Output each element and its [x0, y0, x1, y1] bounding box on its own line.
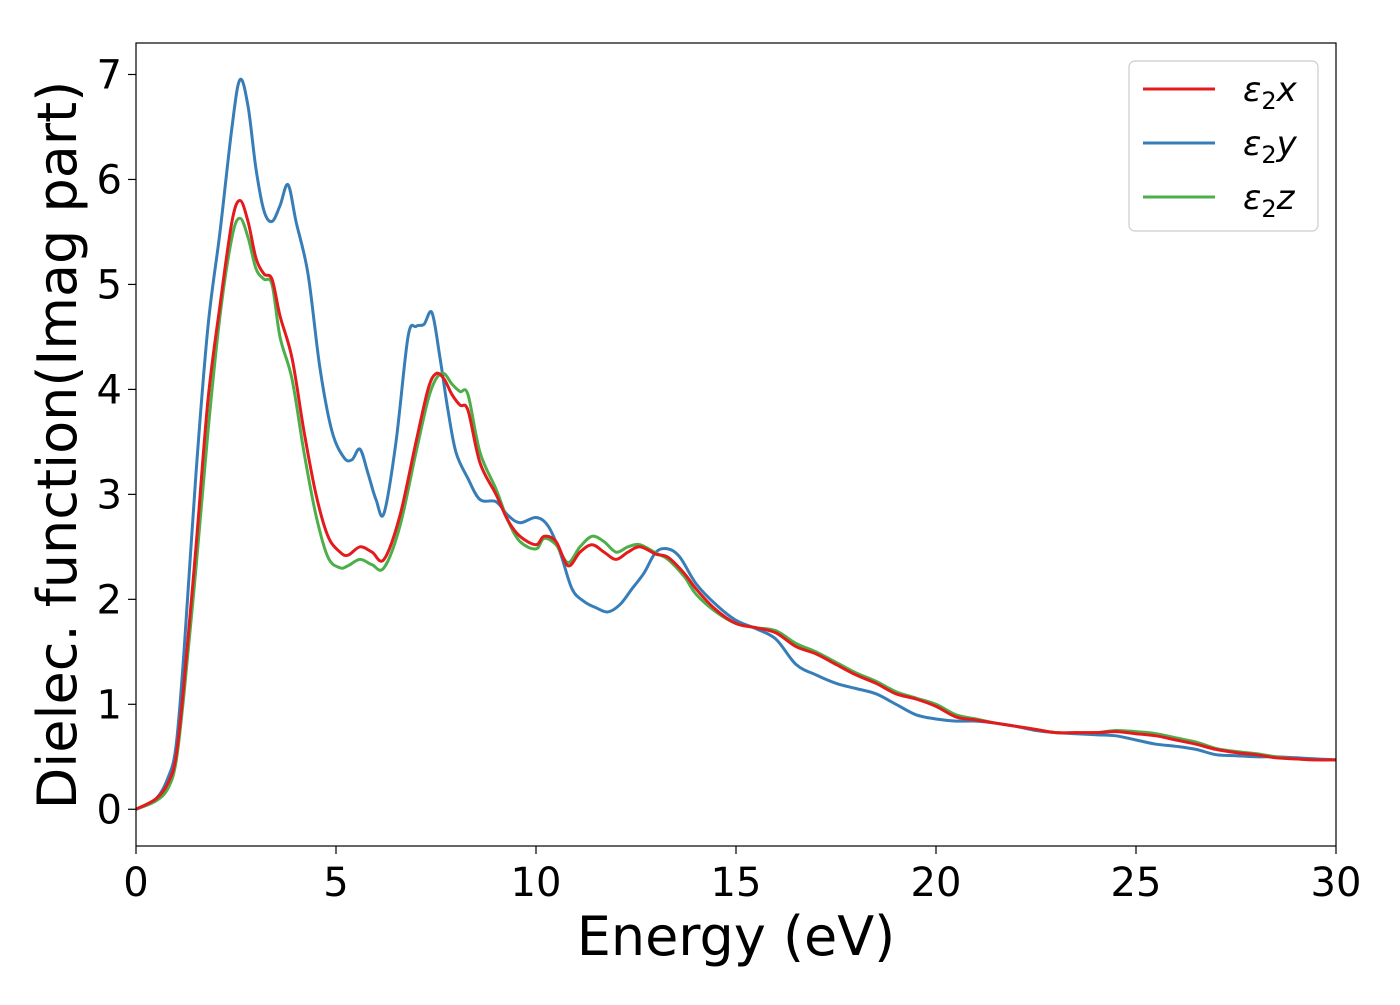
legend-box: [1128, 60, 1319, 232]
y-tick-label: 0: [97, 787, 122, 833]
y-axis-title: Dielec. function(Imag part): [26, 81, 89, 810]
x-tick-label: 0: [123, 860, 148, 906]
x-tick-label: 25: [1111, 860, 1162, 906]
y-tick-label: 7: [97, 52, 122, 98]
legend-label: ε2y: [1243, 124, 1298, 169]
y-tick-label: 5: [97, 262, 122, 308]
x-axis-title: Energy (eV): [577, 905, 896, 968]
y-tick-label: 4: [97, 367, 122, 413]
legend-label: ε2z: [1243, 178, 1296, 223]
series-layer: [136, 77, 1336, 811]
legend-label-subscript: 2: [1261, 87, 1276, 115]
legend-label-tail: y: [1276, 124, 1298, 164]
series-line-0: [136, 199, 1336, 811]
legend-label-tail: x: [1276, 70, 1298, 110]
x-tick-label: 15: [711, 860, 762, 906]
y-tick-label: 2: [97, 577, 122, 623]
y-tick-label: 1: [97, 682, 122, 728]
legend-label-base: ε: [1243, 178, 1261, 218]
x-tick-label: 10: [511, 860, 562, 906]
y-tick-label: 6: [97, 157, 122, 203]
legend-label-tail: z: [1276, 178, 1296, 218]
legend-label-base: ε: [1243, 124, 1261, 164]
ticks: 0 5 10 15 20 25 30 0 1 2 3 4 5 6 7: [97, 52, 1362, 906]
series-line-2: [136, 216, 1336, 811]
legend-label-subscript: 2: [1261, 195, 1276, 223]
x-tick-label: 5: [323, 860, 348, 906]
y-tick-label: 3: [97, 472, 122, 518]
legend-label-subscript: 2: [1261, 141, 1276, 169]
x-tick-label: 30: [1311, 860, 1362, 906]
legend-label: ε2x: [1243, 70, 1298, 115]
legend-label-base: ε: [1243, 70, 1261, 110]
x-tick-label: 20: [911, 860, 962, 906]
